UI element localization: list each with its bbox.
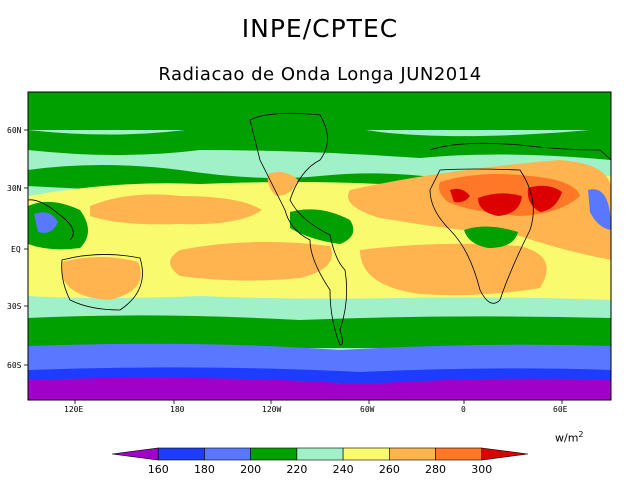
lat-tick: 30S bbox=[7, 302, 22, 311]
west-sahara-peak bbox=[450, 188, 470, 203]
pacific-north-orange bbox=[90, 194, 262, 225]
legend-color-box bbox=[481, 447, 529, 461]
north-green-patches bbox=[28, 124, 611, 160]
antarctic-purple-band bbox=[28, 377, 611, 400]
lon-tick-labels: 120E 180 120W 60W 0 60E bbox=[64, 405, 568, 414]
legend-color-box bbox=[389, 447, 436, 461]
lon-tick: 120E bbox=[64, 405, 83, 414]
lat-tick: 60S bbox=[7, 361, 22, 370]
legend-level-label: 180 bbox=[194, 463, 215, 476]
india-blue bbox=[588, 189, 611, 230]
legend-level-label: 240 bbox=[333, 463, 354, 476]
lon-tick: 60E bbox=[553, 405, 568, 414]
color-legend-boxes bbox=[111, 447, 529, 461]
legend-color-box bbox=[111, 447, 159, 461]
color-legend-labels: 160 180 200 220 240 260 280 300 bbox=[148, 463, 493, 476]
africa-eurasia-outline bbox=[429, 142, 612, 304]
map-frame bbox=[27, 91, 612, 401]
arabia-peak bbox=[527, 185, 562, 212]
lon-tick: 0 bbox=[461, 405, 466, 414]
australia-orange bbox=[62, 257, 141, 300]
lat-tick: 30N bbox=[7, 184, 22, 193]
central-america-green bbox=[290, 209, 354, 244]
australia-outline bbox=[61, 254, 143, 311]
south-lightblue-band bbox=[28, 343, 611, 372]
americas-outline bbox=[249, 112, 348, 346]
legend-level-label: 220 bbox=[286, 463, 307, 476]
map-subtitle: Radiacao de Onda Longa JUN2014 bbox=[158, 64, 482, 85]
tick-marks bbox=[24, 129, 563, 404]
central-africa-green bbox=[464, 226, 518, 248]
lon-tick: 60W bbox=[360, 405, 375, 414]
lon-tick: 120W bbox=[262, 405, 281, 414]
asia-coast-outline bbox=[27, 199, 74, 241]
legend-level-label: 300 bbox=[471, 463, 492, 476]
legend-color-box bbox=[204, 447, 251, 461]
maritime-continent-blue bbox=[34, 212, 58, 233]
legend-color-box bbox=[250, 447, 298, 461]
south-pacific-orange bbox=[170, 241, 332, 281]
legend-color-box bbox=[296, 447, 344, 461]
legend-color-box bbox=[157, 447, 205, 461]
continent-outlines bbox=[27, 112, 612, 346]
lon-tick: 180 bbox=[170, 405, 185, 414]
south-atlantic-orange bbox=[360, 243, 547, 296]
legend-level-label: 280 bbox=[425, 463, 446, 476]
legend-level-label: 200 bbox=[240, 463, 261, 476]
south-green-band bbox=[28, 315, 611, 348]
lat-tick: EQ bbox=[11, 245, 21, 254]
legend-color-box bbox=[435, 447, 483, 461]
north-green-band bbox=[28, 92, 611, 130]
map-title: INPE/CPTEC bbox=[241, 14, 399, 43]
lat-tick-labels: 60N 30N EQ 30S 60S bbox=[7, 126, 22, 370]
lat-tick: 60N bbox=[7, 126, 22, 135]
units-label: w/m2 bbox=[555, 430, 584, 445]
sahara-peak bbox=[478, 193, 522, 216]
legend-color-box bbox=[342, 447, 390, 461]
legend-level-label: 260 bbox=[379, 463, 400, 476]
legend-level-label: 160 bbox=[148, 463, 169, 476]
